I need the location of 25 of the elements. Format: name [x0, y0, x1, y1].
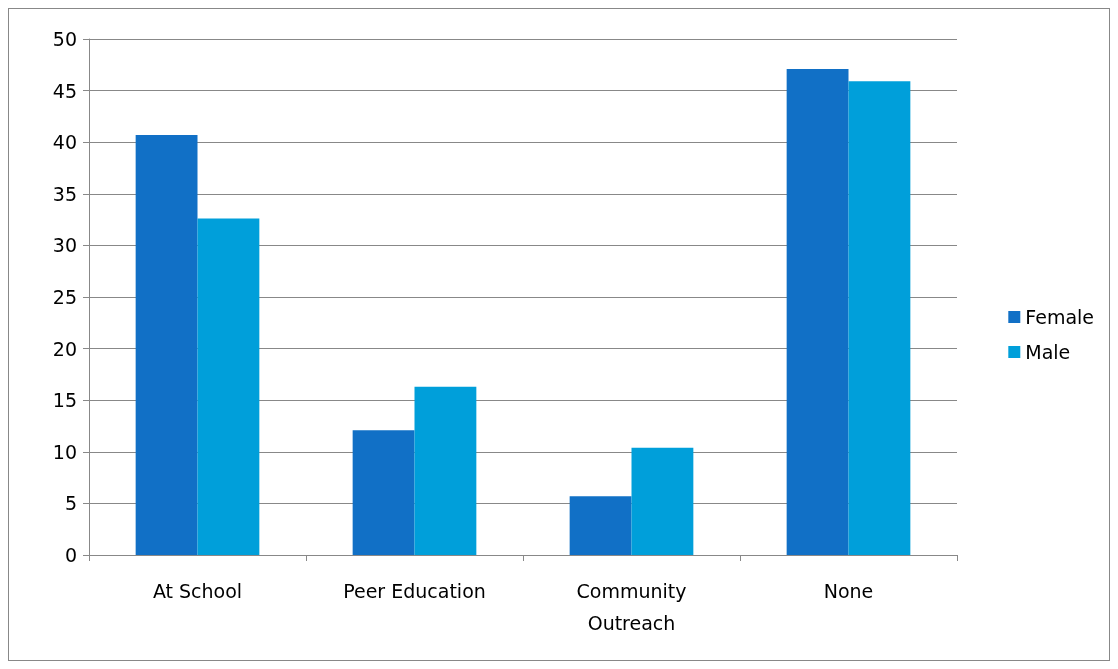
bar	[569, 496, 632, 555]
y-tick-label: 45	[52, 79, 77, 102]
bar	[848, 81, 911, 555]
bar	[197, 218, 260, 555]
y-tick-label: 20	[52, 337, 77, 360]
y-tick-label: 0	[64, 544, 77, 566]
bar	[352, 430, 415, 555]
bar	[631, 447, 694, 555]
bar	[786, 68, 849, 555]
legend-label: Male	[1025, 341, 1071, 363]
y-tick-label: 40	[52, 131, 77, 154]
y-tick-label: 30	[52, 234, 77, 257]
y-tick-label: 15	[52, 389, 77, 412]
legend-label: Female	[1025, 306, 1094, 328]
x-tick-label: None	[823, 580, 874, 602]
bar	[414, 386, 477, 555]
bar	[135, 134, 198, 555]
y-tick-label: 25	[52, 286, 77, 308]
y-tick-label: 10	[52, 440, 77, 463]
x-tick-label: Peer Education	[343, 580, 486, 602]
y-tick-label: 5	[64, 492, 77, 515]
x-tick-label: Community Outreach	[576, 580, 687, 634]
x-tick-label: At School	[152, 580, 243, 602]
y-tick-label: 35	[52, 182, 77, 205]
y-tick-label: 50	[52, 28, 77, 50]
